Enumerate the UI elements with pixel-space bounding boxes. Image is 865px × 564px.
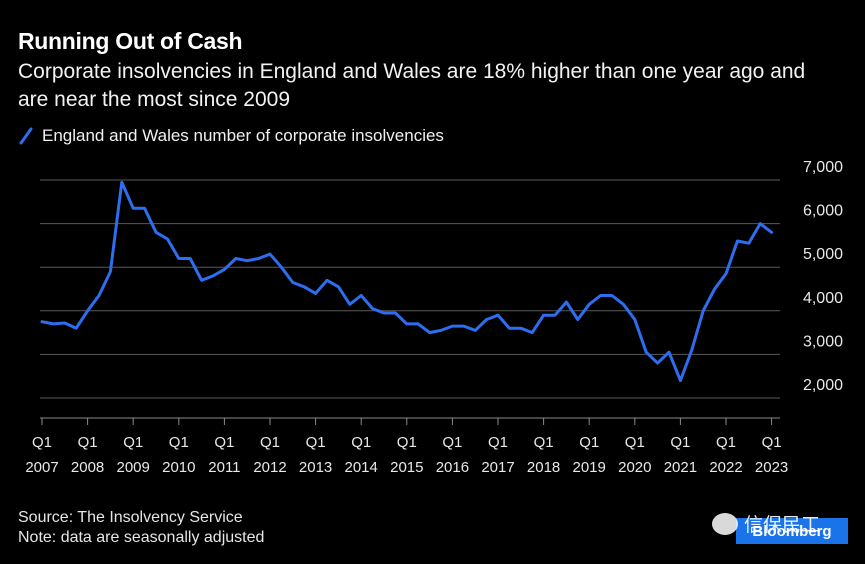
- y-tick-label: 7,000: [803, 159, 843, 176]
- x-tick-quarter-label: Q1: [123, 434, 143, 451]
- x-tick-quarter-label: Q1: [78, 434, 98, 451]
- chart-subtitle: Corporate insolvencies in England and Wa…: [18, 60, 806, 111]
- x-tick-quarter-label: Q1: [716, 434, 736, 451]
- y-tick-label: 2,000: [803, 377, 843, 394]
- x-tick-year-label: 2011: [208, 459, 240, 476]
- x-tick-quarter-label: Q1: [534, 434, 554, 451]
- seasonal-note: Note: data are seasonally adjusted: [18, 529, 265, 546]
- watermark-label: 信保民工: [744, 515, 821, 536]
- x-tick-year-label: 2015: [390, 459, 423, 476]
- y-tick-label: 4,000: [803, 290, 843, 307]
- x-tick-quarter-label: Q1: [625, 434, 645, 451]
- x-tick-year-label: 2012: [253, 459, 286, 476]
- x-tick-year-label: 2014: [345, 459, 378, 476]
- wechat-icon: [712, 512, 738, 535]
- line-swatch-icon: [19, 127, 33, 145]
- y-tick-label: 6,000: [803, 203, 843, 220]
- x-tick-year-label: 2022: [709, 459, 742, 476]
- x-tick-year-label: 2020: [618, 459, 651, 476]
- chart-title: Running Out of Cash: [18, 28, 243, 54]
- x-tick-year-label: 2017: [481, 459, 514, 476]
- x-tick-quarter-label: Q1: [762, 434, 782, 451]
- x-tick-quarter-label: Q1: [579, 434, 599, 451]
- x-tick-quarter-label: Q1: [670, 434, 690, 451]
- x-tick-quarter-label: Q1: [351, 434, 371, 451]
- source-note: Source: The Insolvency Service: [18, 509, 243, 526]
- x-tick-year-label: 2016: [436, 459, 469, 476]
- x-tick-year-label: 2009: [117, 459, 150, 476]
- x-tick-year-label: 2007: [25, 459, 58, 476]
- bloomberg-logo: Bloomberg: [736, 518, 848, 544]
- x-tick-quarter-label: Q1: [306, 434, 326, 451]
- watermark: 信保民工: [712, 510, 820, 537]
- x-tick-year-label: 2013: [299, 459, 332, 476]
- series-line: [40, 180, 774, 383]
- x-tick-quarter-label: Q1: [214, 434, 234, 451]
- chart-legend: England and Wales number of corporate in…: [18, 126, 444, 146]
- legend-label: England and Wales number of corporate in…: [42, 126, 444, 145]
- chart-footer: Source: The Insolvency Service Note: dat…: [18, 508, 264, 548]
- x-tick-year-label: 2018: [527, 459, 560, 476]
- y-tick-label: 3,000: [803, 333, 843, 350]
- x-tick-year-label: 2019: [573, 459, 606, 476]
- x-tick-year-label: 2021: [664, 459, 697, 476]
- x-tick-quarter-label: Q1: [169, 434, 189, 451]
- x-tick-quarter-label: Q1: [32, 434, 52, 451]
- x-tick-quarter-label: Q1: [260, 434, 280, 451]
- y-tick-label: 5,000: [803, 246, 843, 263]
- x-tick-year-label: 2023: [755, 459, 788, 476]
- x-tick-quarter-label: Q1: [442, 434, 462, 451]
- x-tick-year-label: 2010: [162, 459, 195, 476]
- x-tick-quarter-label: Q1: [488, 434, 508, 451]
- x-tick-quarter-label: Q1: [397, 434, 417, 451]
- x-tick-year-label: 2008: [71, 459, 104, 476]
